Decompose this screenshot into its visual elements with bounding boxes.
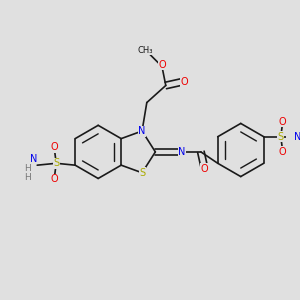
Text: S: S	[278, 132, 284, 142]
Text: O: O	[181, 77, 189, 87]
Text: O: O	[279, 147, 286, 157]
Text: CH₃: CH₃	[137, 46, 153, 55]
Text: O: O	[279, 116, 286, 127]
Text: N: N	[138, 126, 146, 136]
Text: S: S	[139, 168, 145, 178]
Text: O: O	[158, 60, 166, 70]
Text: H: H	[24, 173, 31, 182]
Text: N: N	[30, 154, 37, 164]
Text: O: O	[50, 174, 58, 184]
Text: H: H	[24, 164, 31, 173]
Text: O: O	[201, 164, 208, 174]
Text: S: S	[53, 158, 59, 168]
Text: N: N	[294, 132, 300, 142]
Text: O: O	[50, 142, 58, 152]
Text: N: N	[178, 147, 186, 157]
